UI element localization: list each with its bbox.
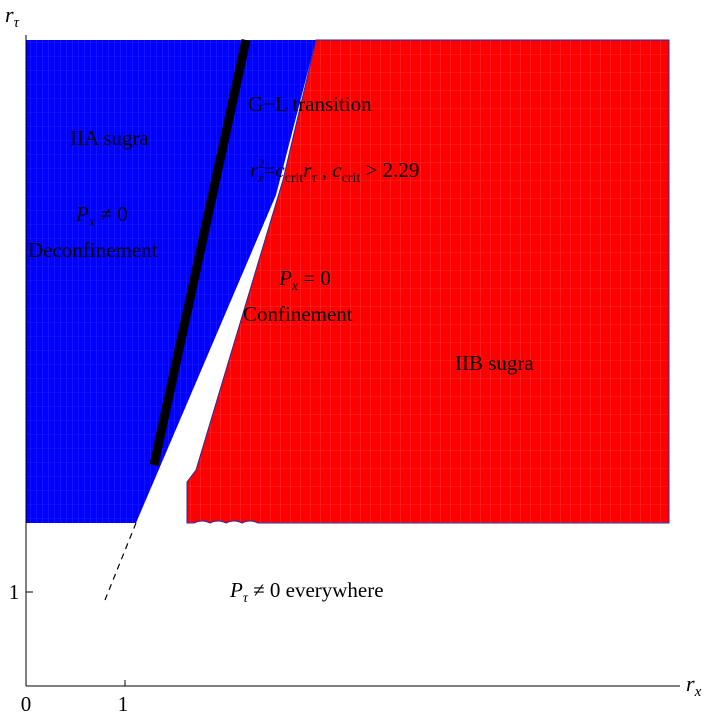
transition-equation: r2 x=ccritrτ , ccrit > 2.29: [250, 156, 419, 186]
iib-region: [186, 39, 670, 524]
transition-extension-dashed: [104, 522, 137, 601]
y-axis-label: rτ: [5, 2, 20, 31]
iib-title: IIB sugra: [455, 351, 534, 375]
iib-condition: Px = 0: [278, 266, 331, 294]
iia-phase: Deconfinement: [28, 238, 158, 262]
x-tick-label-0: 0: [21, 692, 32, 715]
x-tick-label-1: 1: [118, 692, 129, 715]
iia-condition: Px ≠ 0: [75, 202, 128, 230]
y-tick-label-1: 1: [9, 580, 20, 604]
x-axis-label: rx: [686, 671, 702, 700]
transition-title: G−L transition: [248, 92, 372, 116]
iib-phase: Confinement: [243, 302, 353, 326]
gl-transition-line: [149, 39, 251, 466]
iia-title: IIA sugra: [70, 126, 149, 150]
iia-region: [26, 40, 316, 523]
bottom-region-label: Pτ ≠ 0 everywhere: [229, 578, 384, 606]
